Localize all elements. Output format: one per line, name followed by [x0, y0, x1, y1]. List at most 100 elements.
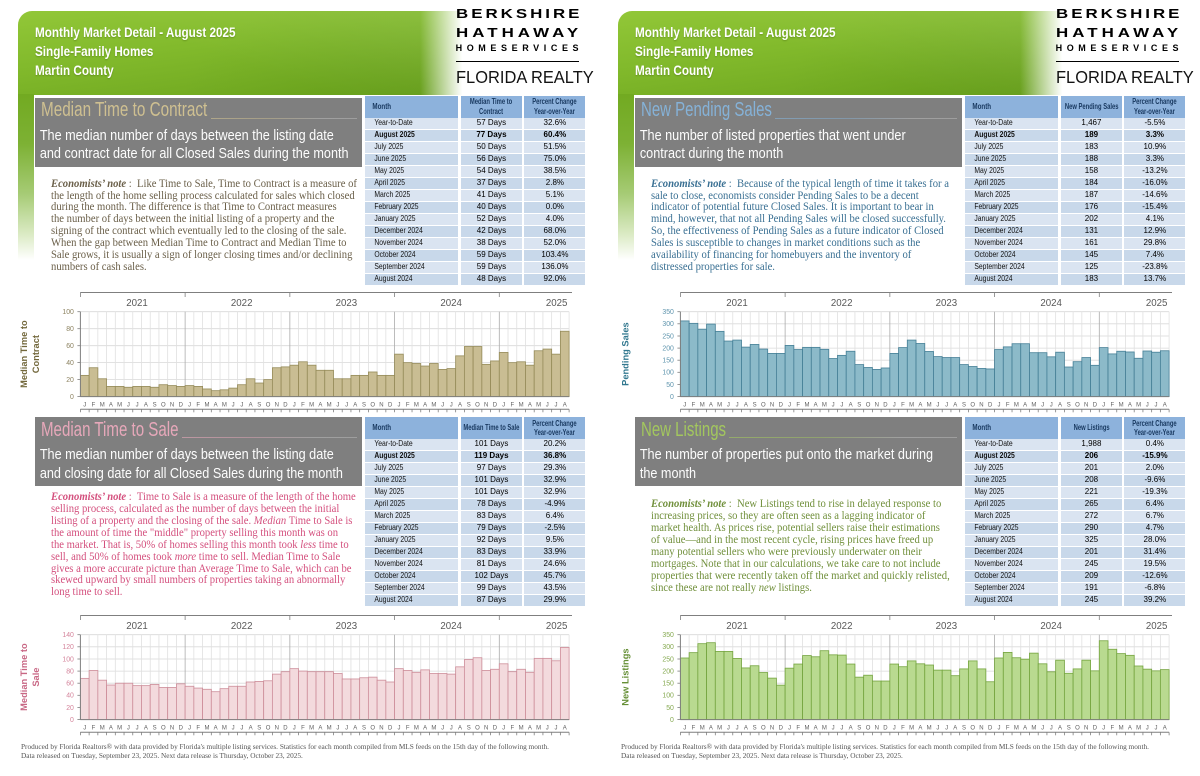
svg-text:J: J [1146, 725, 1149, 731]
svg-text:M: M [431, 403, 436, 409]
svg-text:M: M [414, 725, 419, 731]
svg-text:F: F [196, 403, 200, 409]
svg-text:N: N [770, 403, 774, 409]
svg-text:M: M [804, 403, 809, 409]
svg-text:J: J [1050, 403, 1053, 409]
svg-text:M: M [519, 725, 524, 731]
svg-text:J: J [336, 725, 339, 731]
svg-text:2021: 2021 [126, 298, 148, 309]
svg-text:J: J [1155, 725, 1158, 731]
svg-text:A: A [249, 725, 253, 731]
svg-text:S: S [153, 725, 157, 731]
svg-text:M: M [100, 725, 105, 731]
svg-text:M: M [536, 403, 541, 409]
svg-text:J: J [555, 403, 558, 409]
svg-text:O: O [161, 403, 166, 409]
svg-text:S: S [857, 403, 861, 409]
svg-text:O: O [970, 725, 975, 731]
svg-text:A: A [744, 725, 748, 731]
svg-text:M: M [100, 403, 105, 409]
svg-text:M: M [927, 725, 932, 731]
svg-text:D: D [988, 403, 993, 409]
svg-text:F: F [1111, 725, 1115, 731]
svg-text:Pending Sales: Pending Sales [620, 322, 630, 386]
svg-text:140: 140 [62, 632, 74, 639]
svg-text:F: F [692, 725, 696, 731]
svg-text:A: A [458, 725, 462, 731]
svg-text:D: D [179, 403, 184, 409]
svg-text:S: S [1067, 403, 1071, 409]
svg-text:D: D [779, 403, 784, 409]
svg-text:A: A [214, 403, 218, 409]
svg-text:S: S [1067, 725, 1071, 731]
svg-text:J: J [832, 725, 835, 731]
svg-text:J: J [727, 403, 730, 409]
svg-text:2023: 2023 [936, 620, 958, 631]
svg-text:M: M [1014, 403, 1019, 409]
svg-text:A: A [1023, 403, 1027, 409]
svg-text:S: S [962, 403, 966, 409]
svg-text:F: F [1111, 403, 1115, 409]
svg-text:2025: 2025 [546, 620, 568, 631]
svg-text:100: 100 [62, 656, 74, 663]
svg-text:J: J [1050, 725, 1053, 731]
svg-text:J: J [232, 403, 235, 409]
svg-text:F: F [511, 725, 515, 731]
svg-text:120: 120 [62, 644, 74, 651]
svg-text:S: S [857, 725, 861, 731]
svg-text:A: A [458, 403, 462, 409]
svg-text:M: M [204, 403, 209, 409]
svg-text:60: 60 [66, 680, 74, 687]
svg-text:O: O [370, 725, 375, 731]
svg-text:2021: 2021 [726, 298, 748, 309]
svg-text:0: 0 [70, 394, 74, 401]
svg-text:M: M [309, 725, 314, 731]
svg-text:J: J [293, 725, 296, 731]
svg-text:Contract: Contract [31, 335, 41, 373]
svg-text:A: A [423, 725, 427, 731]
svg-text:60: 60 [66, 343, 74, 350]
svg-text:N: N [979, 725, 983, 731]
svg-text:J: J [502, 403, 505, 409]
svg-text:O: O [761, 725, 766, 731]
svg-text:A: A [744, 403, 748, 409]
svg-text:M: M [909, 403, 914, 409]
svg-text:A: A [144, 725, 148, 731]
svg-text:J: J [936, 725, 939, 731]
svg-text:F: F [406, 725, 410, 731]
svg-text:F: F [796, 725, 800, 731]
svg-text:80: 80 [66, 326, 74, 333]
svg-text:A: A [1023, 725, 1027, 731]
svg-text:J: J [1041, 725, 1044, 731]
svg-text:A: A [423, 403, 427, 409]
svg-text:300: 300 [662, 644, 674, 651]
svg-text:250: 250 [662, 656, 674, 663]
svg-text:D: D [988, 725, 993, 731]
svg-text:A: A [1128, 403, 1132, 409]
svg-text:J: J [1102, 725, 1105, 731]
svg-text:100: 100 [62, 309, 74, 316]
svg-text:A: A [214, 725, 218, 731]
svg-text:A: A [814, 403, 818, 409]
svg-text:J: J [345, 403, 348, 409]
svg-text:J: J [1155, 403, 1158, 409]
svg-text:150: 150 [662, 358, 674, 365]
svg-text:S: S [362, 403, 366, 409]
svg-text:M: M [927, 403, 932, 409]
svg-text:J: J [546, 403, 549, 409]
svg-text:J: J [683, 725, 686, 731]
svg-text:N: N [875, 403, 879, 409]
svg-text:2024: 2024 [440, 298, 462, 309]
svg-text:J: J [945, 403, 948, 409]
svg-text:J: J [397, 403, 400, 409]
svg-text:D: D [283, 725, 288, 731]
svg-text:2023: 2023 [336, 620, 358, 631]
svg-text:O: O [266, 725, 271, 731]
svg-text:A: A [528, 725, 532, 731]
svg-text:2025: 2025 [1146, 620, 1168, 631]
svg-text:A: A [814, 725, 818, 731]
svg-text:2023: 2023 [336, 298, 358, 309]
svg-text:J: J [83, 403, 86, 409]
svg-text:2021: 2021 [126, 620, 148, 631]
svg-text:J: J [136, 725, 139, 731]
